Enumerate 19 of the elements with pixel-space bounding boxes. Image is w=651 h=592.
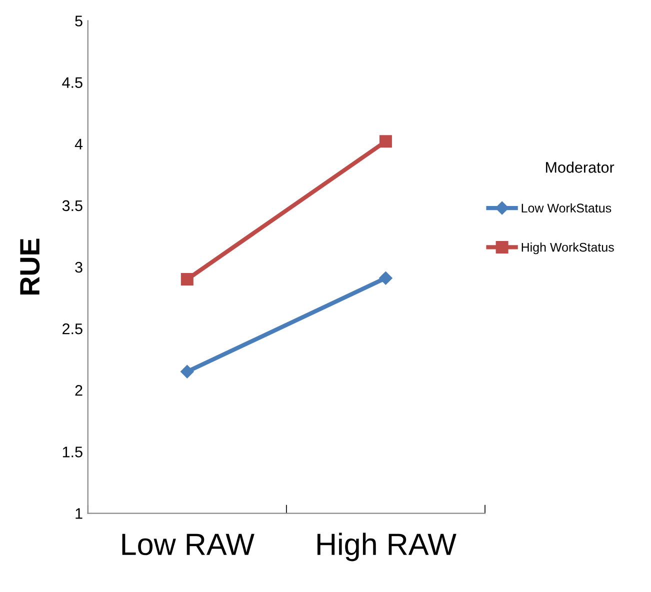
y-tick-label: 4	[74, 138, 83, 150]
point	[180, 365, 194, 378]
x-tick-label: High RAW	[317, 532, 456, 562]
y-tick-label: 2.5	[62, 323, 82, 334]
y-tick-label: 3	[75, 262, 82, 273]
y-tick-label: 3.5	[62, 200, 82, 212]
legend-title: Moderator	[546, 162, 614, 173]
y-tick-label: 5	[75, 16, 82, 26]
x-tick-label: Low RAW	[122, 534, 254, 556]
y-tick-label: 1	[76, 508, 82, 519]
legend-label: Low WorkStatus	[522, 203, 612, 213]
y-tick-label: 2	[75, 384, 82, 396]
point	[379, 271, 392, 285]
y-tick-label: 1.5	[62, 446, 82, 458]
point	[180, 273, 194, 286]
point	[379, 135, 392, 148]
y-axis-title: RUE	[20, 238, 40, 294]
legend-label: High WorkStatus	[522, 242, 614, 254]
y-tick-label: 4.5	[62, 77, 82, 88]
